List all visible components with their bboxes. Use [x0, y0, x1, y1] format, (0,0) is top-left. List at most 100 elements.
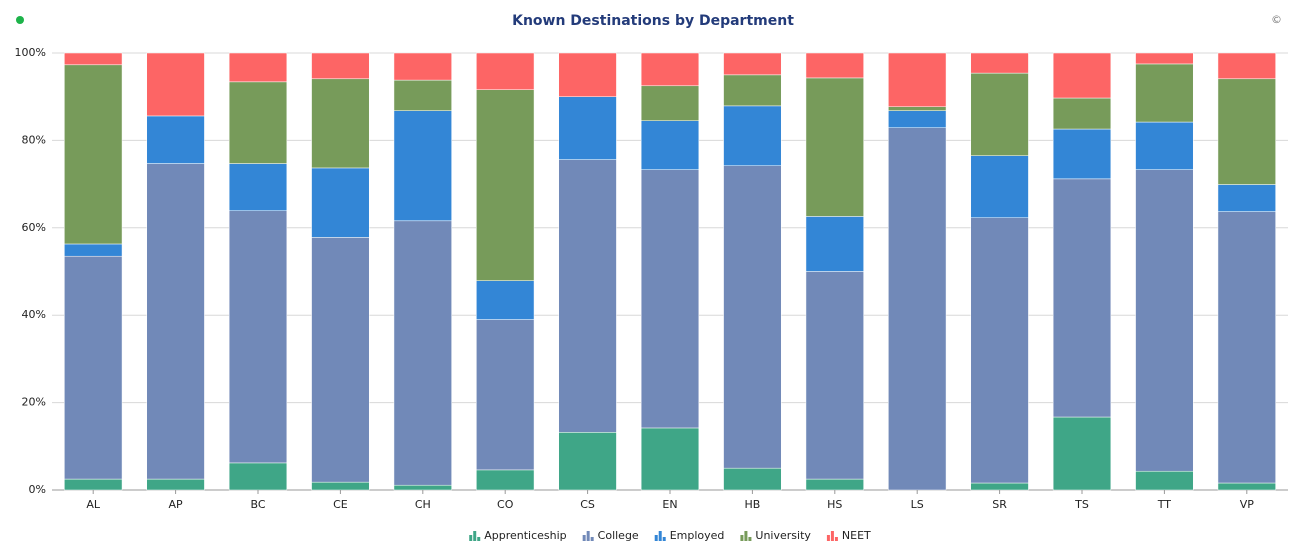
bar-segment — [640, 427, 700, 491]
bar-segment — [1217, 52, 1276, 80]
bar-segment — [1052, 416, 1112, 491]
x-tick-label: CS — [580, 498, 595, 511]
bar-segment — [723, 165, 782, 469]
bar-segment — [476, 319, 535, 471]
bar-segment — [640, 169, 700, 429]
bar-segment — [311, 481, 370, 491]
copyright: © — [1271, 13, 1282, 26]
legend-icon — [590, 537, 594, 541]
bar-segment — [723, 105, 782, 166]
bar-segment — [146, 478, 205, 491]
x-tick-label: HS — [827, 498, 842, 511]
bar-segment — [888, 52, 947, 108]
bar-segment — [888, 127, 947, 491]
legend-label: University — [755, 529, 811, 542]
bar-segment — [228, 163, 288, 212]
legend-label: Apprenticeship — [484, 529, 566, 542]
bar-segment — [146, 115, 205, 164]
bar-segment — [970, 155, 1029, 218]
x-tick-label: AP — [169, 498, 184, 511]
legend-icon — [477, 537, 481, 541]
bar-segment — [64, 255, 123, 480]
x-tick-label: HB — [744, 498, 760, 511]
bar-segment — [970, 52, 1029, 74]
bar-segment — [1052, 52, 1112, 99]
bar-segment — [723, 52, 782, 76]
bar-segment — [1135, 470, 1194, 491]
bar-segment — [476, 52, 535, 90]
y-tick-label: 40% — [22, 308, 46, 321]
legend-label: NEET — [842, 529, 871, 542]
y-tick-label: 0% — [29, 483, 46, 496]
bar-segment — [888, 110, 947, 128]
x-tick-label: TT — [1157, 498, 1172, 511]
bar-segment — [476, 89, 535, 281]
bar-segment — [393, 110, 452, 222]
bar-segment — [311, 167, 370, 238]
bar-segment — [146, 52, 205, 117]
legend-icon — [748, 537, 752, 541]
bar-segment — [311, 78, 370, 169]
legend-label: Employed — [670, 529, 725, 542]
bar-segment — [146, 163, 205, 480]
bar-segment — [393, 79, 452, 111]
y-tick-label: 80% — [22, 133, 46, 146]
x-tick-label: TS — [1074, 498, 1089, 511]
x-tick-label: AL — [86, 498, 101, 511]
x-tick-label: LS — [911, 498, 924, 511]
bar-segment — [311, 237, 370, 483]
bar-segment — [311, 52, 370, 80]
legend-icon — [469, 535, 473, 541]
bar-segment — [1135, 169, 1194, 472]
y-tick-label: 60% — [22, 221, 46, 234]
bar-segment — [1135, 63, 1194, 123]
bar-segment — [558, 96, 617, 160]
legend-icon — [830, 531, 834, 541]
bar-segment — [228, 462, 288, 491]
legend-icon — [826, 535, 830, 541]
bar-segment — [970, 482, 1029, 491]
x-tick-label: CE — [333, 498, 348, 511]
bar-segment — [1052, 128, 1112, 180]
legend-icon — [658, 531, 662, 541]
bar-segment — [393, 220, 452, 486]
legend-icon — [586, 531, 590, 541]
bar-segment — [805, 77, 864, 217]
legend-icon — [834, 537, 838, 541]
legend-icon — [744, 531, 748, 541]
legend-icon — [654, 535, 658, 541]
bar-segment — [64, 478, 123, 491]
bar-segment — [805, 52, 864, 79]
status-dot — [16, 16, 24, 24]
legend-icon — [582, 535, 586, 541]
bar-segment — [640, 85, 700, 121]
bar-segment — [805, 216, 864, 272]
bar-segment — [1135, 121, 1194, 170]
x-tick-label: CH — [415, 498, 431, 511]
bar-segment — [476, 469, 535, 491]
legend-icon — [473, 531, 477, 541]
bar-segment — [805, 271, 864, 480]
legend-icon — [662, 537, 666, 541]
bar-segment — [970, 72, 1029, 156]
bar-segment — [228, 81, 288, 164]
bar-segment — [1135, 52, 1194, 65]
y-tick-label: 100% — [15, 46, 46, 59]
chart-title: Known Destinations by Department — [512, 13, 794, 29]
y-tick-label: 20% — [22, 396, 46, 409]
bar-segment — [1052, 178, 1112, 418]
bar-segment — [558, 159, 617, 433]
bar-segment — [64, 64, 123, 245]
bar-segment — [558, 52, 617, 97]
bar-segment — [393, 52, 452, 81]
bar-segment — [393, 484, 452, 491]
bar-segment — [805, 478, 864, 491]
bar-segment — [228, 210, 288, 464]
bar-segment — [970, 217, 1029, 484]
x-tick-label: VP — [1240, 498, 1255, 511]
bar-segment — [1217, 184, 1276, 212]
bar-segment — [888, 106, 947, 111]
bar-segment — [640, 52, 700, 87]
bar-segment — [558, 432, 617, 491]
